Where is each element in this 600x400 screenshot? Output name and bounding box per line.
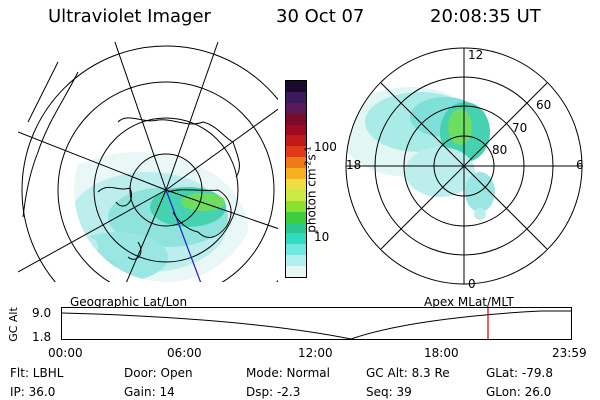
time-tick-12: 12:00 — [298, 346, 333, 360]
gc-alt-info: GC Alt: 8.3 Re — [366, 366, 450, 380]
colorbar-segment — [286, 222, 306, 234]
alt-tick-9: 9.0 — [32, 306, 52, 320]
colorbar-segment — [286, 189, 306, 201]
seq-info: Seq: 39 — [366, 385, 412, 399]
colorbar-segment — [286, 233, 306, 245]
colorbar-segment — [286, 91, 306, 103]
time-tick-2359: 23:59 — [552, 346, 587, 360]
colorbar — [285, 80, 307, 278]
colorbar-segment — [286, 200, 306, 212]
mlt-label-0: 0 — [468, 277, 476, 291]
alt-tick-1-8: 1.8 — [32, 330, 52, 344]
mlt-label-18: 18 — [346, 158, 362, 172]
magnetic-caption: Apex MLat/MLT — [424, 295, 514, 309]
colorbar-segment — [286, 211, 306, 223]
glat-info: GLat: -79.8 — [486, 366, 553, 380]
altitude-plot — [61, 307, 572, 340]
mode-info: Mode: Normal — [246, 366, 330, 380]
time-tick-00: 00:00 — [48, 346, 83, 360]
mlat-label-70: 70 — [512, 121, 528, 135]
colorbar-unit-label: photon cm-2s-1 — [303, 146, 319, 233]
geographic-caption: Geographic Lat/Lon — [70, 295, 188, 309]
colorbar-tick-10: 10 — [314, 230, 330, 244]
colorbar-segment — [286, 255, 306, 267]
colorbar-segment — [286, 135, 306, 147]
ip-info: IP: 36.0 — [10, 385, 56, 399]
colorbar-segment — [286, 179, 306, 190]
colorbar-segment — [286, 124, 306, 136]
mlat-label-80: 80 — [492, 143, 508, 157]
observation-time: 20:08:35 UT — [430, 6, 541, 27]
glon-info: GLon: 26.0 — [486, 385, 552, 399]
colorbar-segment — [286, 157, 306, 169]
colorbar-segment — [286, 146, 306, 158]
colorbar-segment — [286, 168, 306, 180]
time-tick-18: 18:00 — [424, 346, 459, 360]
gain-info: Gain: 14 — [124, 385, 175, 399]
dsp-info: Dsp: -2.3 — [246, 385, 301, 399]
colorbar-segment — [286, 113, 306, 125]
colorbar-segment — [286, 266, 306, 278]
observation-date: 30 Oct 07 — [276, 6, 365, 27]
filter-info: Flt: LBHL — [10, 366, 64, 380]
instrument-title: Ultraviolet Imager — [48, 6, 211, 27]
magnetic-polar-map — [345, 47, 583, 285]
mlt-label-6: 6 — [576, 158, 584, 172]
geographic-polar-map — [18, 42, 278, 282]
mlt-label-12: 12 — [468, 48, 484, 62]
time-tick-06: 06:00 — [167, 346, 202, 360]
gc-alt-axis-label: GC Alt — [6, 307, 20, 342]
door-info: Door: Open — [124, 366, 193, 380]
colorbar-segment — [286, 102, 306, 114]
colorbar-tick-100: 100 — [314, 140, 337, 154]
colorbar-segment — [286, 244, 306, 256]
mlat-label-60: 60 — [536, 98, 552, 112]
colorbar-segment — [286, 81, 306, 92]
